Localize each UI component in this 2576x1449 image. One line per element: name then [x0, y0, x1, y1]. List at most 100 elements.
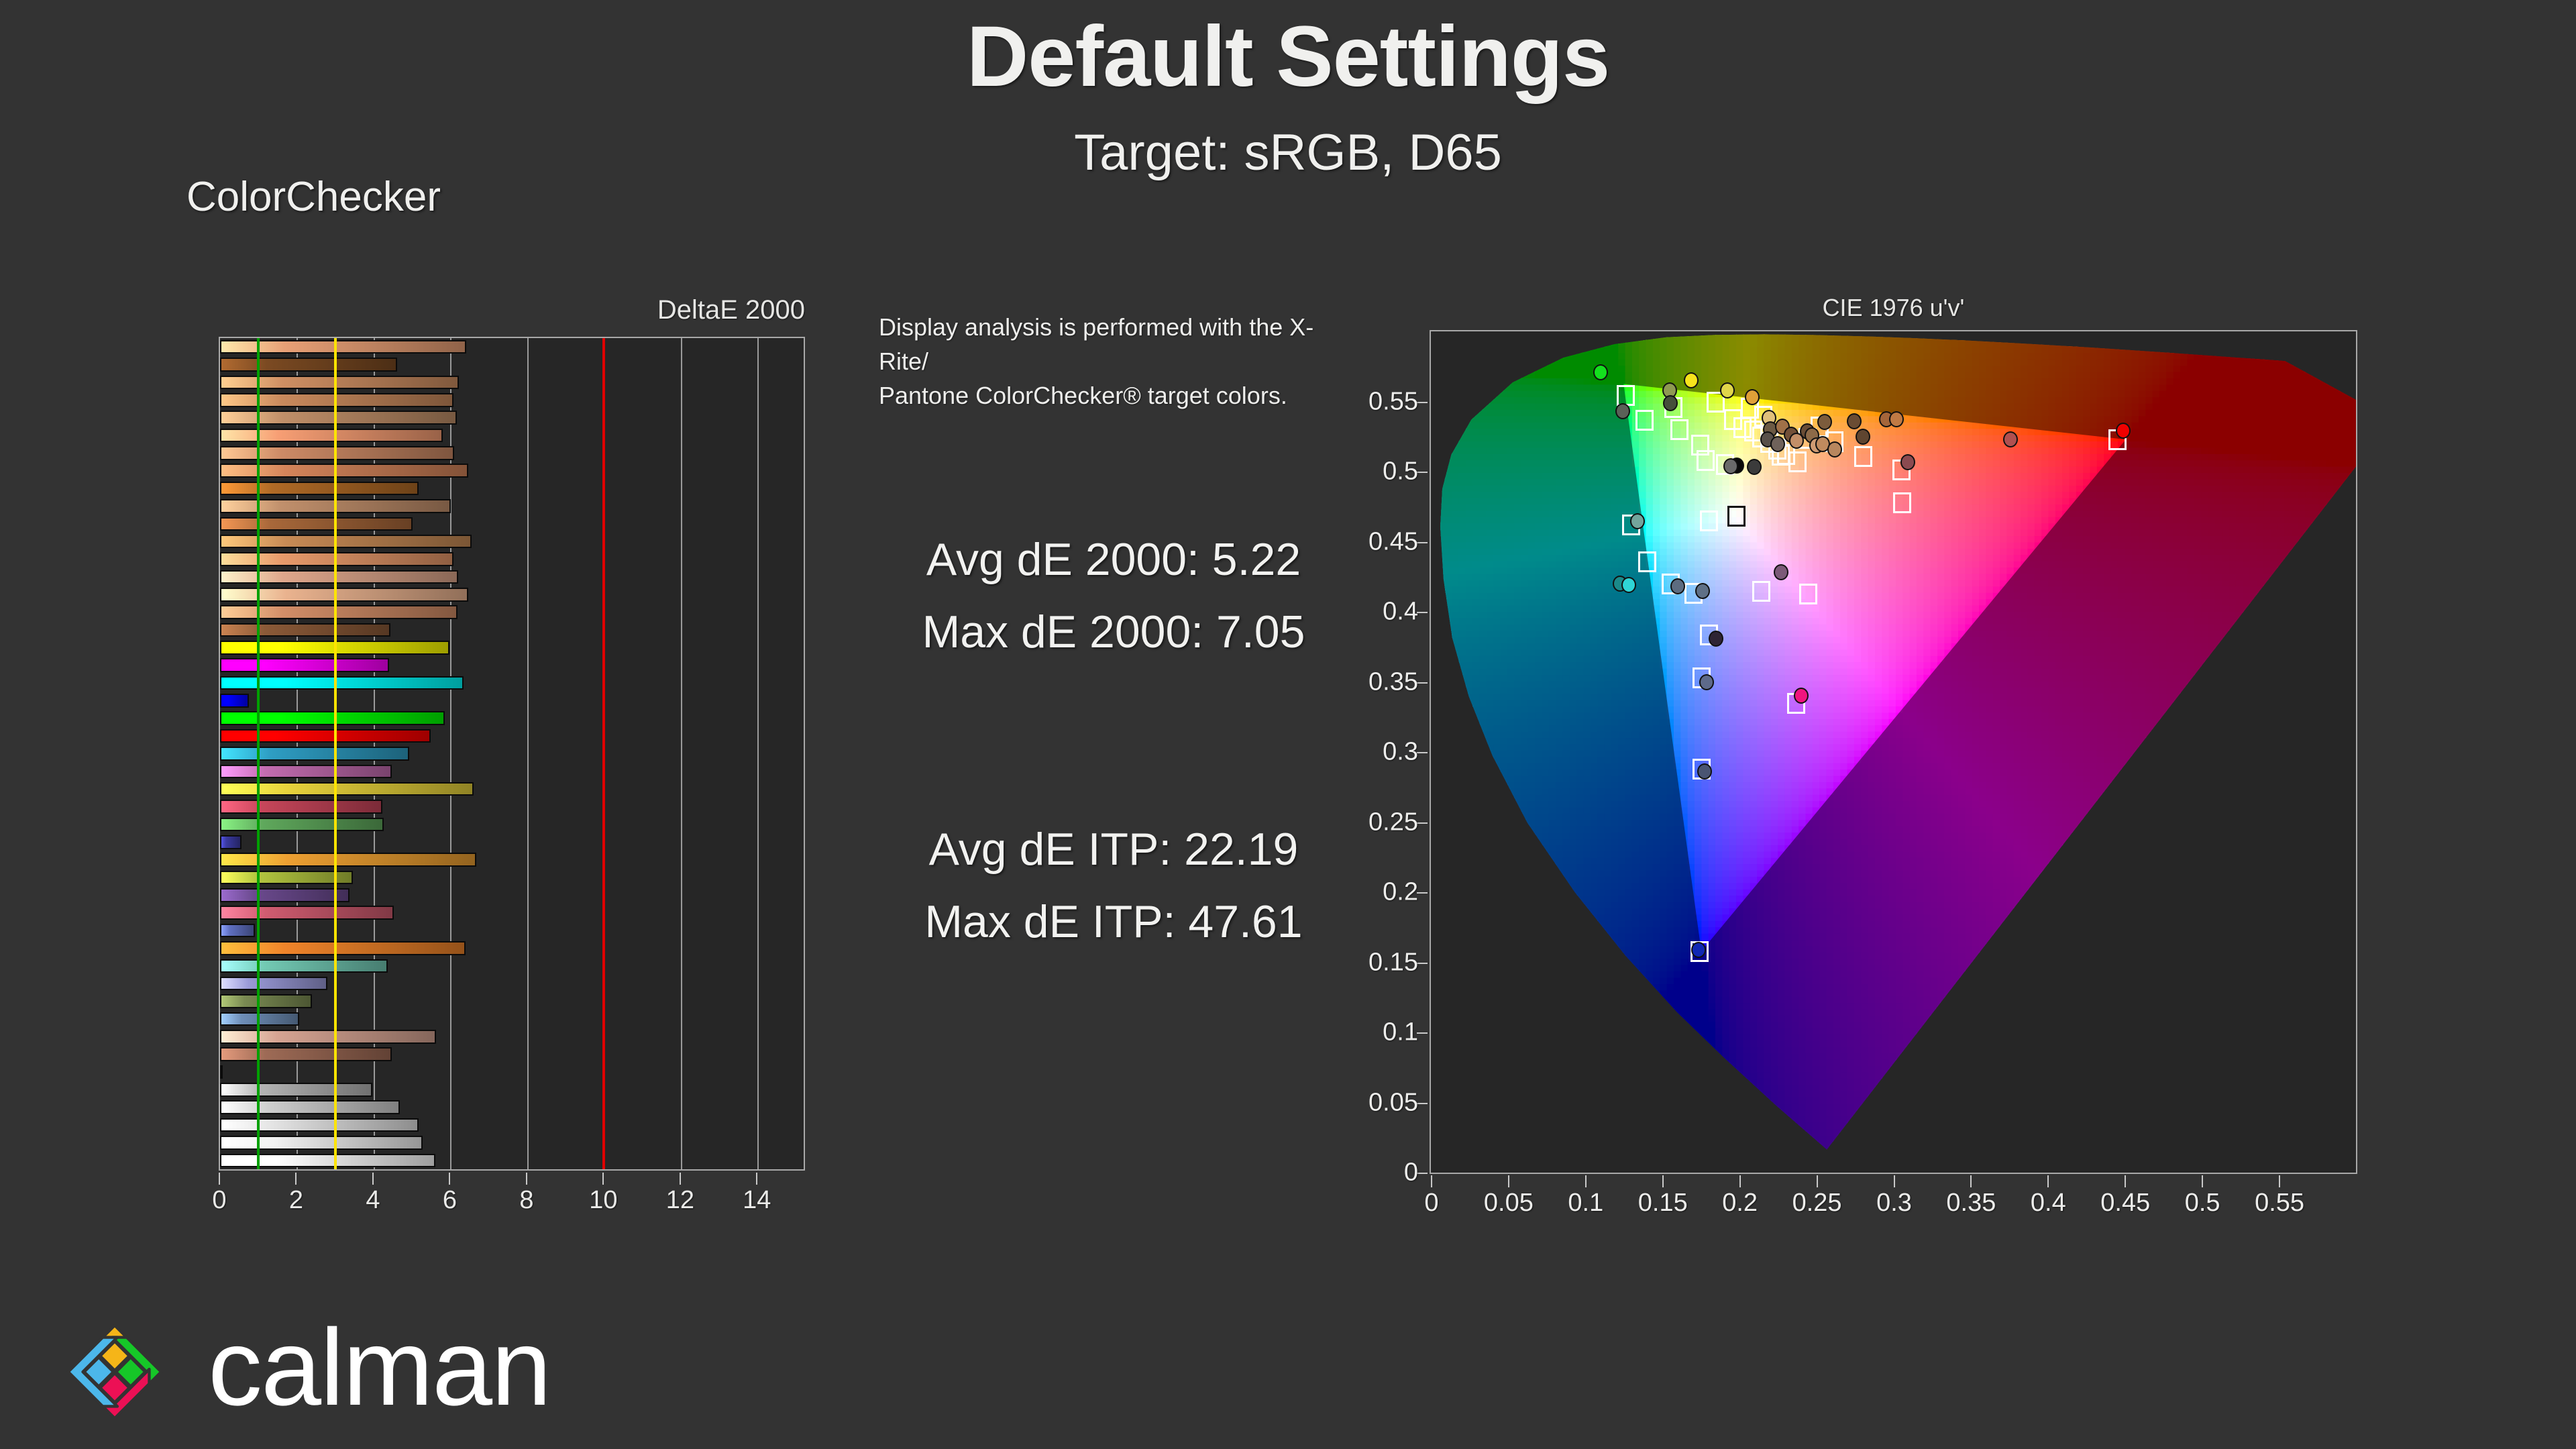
cie-y-tick	[1417, 1173, 1428, 1174]
deltae-x-tick-label: 0	[212, 1186, 227, 1214]
cie-x-tick-label: 0.55	[2255, 1189, 2305, 1217]
deltae-bar	[220, 392, 453, 407]
deltae-x-tick	[295, 1173, 297, 1185]
deltae-bar	[220, 411, 458, 425]
avg-de2000-metric: Avg dE 2000: 5.22	[926, 534, 1301, 585]
deltae-bar-row	[220, 1065, 804, 1079]
cie-measured-marker	[2003, 431, 2019, 447]
deltae-x-tick	[756, 1173, 758, 1185]
deltae-bar	[220, 888, 350, 902]
deltae-bar-row	[220, 676, 804, 690]
cie-x-tick-label: 0.35	[1946, 1189, 1996, 1217]
cie-y-tick	[1417, 541, 1428, 543]
analysis-note-line1: Display analysis is performed with the X…	[879, 313, 1314, 376]
cie-y-tick-label: 0.1	[1383, 1018, 1418, 1046]
cie-y-tick	[1417, 682, 1428, 684]
deltae-bar-row	[220, 358, 804, 372]
threshold-yellow-reference-line	[333, 338, 337, 1169]
cie-target-marker	[1706, 391, 1725, 413]
cie-target-marker	[1691, 435, 1710, 456]
deltae-bar-row	[220, 853, 804, 867]
deltae-bar	[220, 428, 443, 443]
cie-whitepoint-target-marker	[1727, 506, 1746, 527]
deltae-bar	[220, 694, 249, 708]
deltae-bar-row	[220, 623, 804, 637]
cie-x-tick	[2047, 1175, 2049, 1187]
deltae-bar	[220, 870, 354, 885]
cie-measured-marker	[1827, 441, 1843, 458]
cie-measured-marker	[1663, 394, 1678, 411]
cie-x-tick-label: 0	[1424, 1189, 1439, 1217]
cie-target-marker	[1616, 385, 1635, 407]
deltae-bar	[220, 464, 468, 478]
cie-y-tick	[1417, 1032, 1428, 1034]
deltae-bar	[220, 853, 477, 867]
deltae-bar-row	[220, 800, 804, 814]
cie-y-tick-label: 0.25	[1368, 808, 1418, 836]
deltae-bar-row	[220, 375, 804, 390]
deltae-bar-row	[220, 605, 804, 619]
cie-y-tick	[1417, 962, 1428, 964]
deltae-bar-row	[220, 1136, 804, 1150]
cie-measured-marker	[1723, 458, 1739, 474]
cie-y-tick	[1417, 822, 1428, 824]
cie-measured-marker	[1889, 411, 1904, 427]
deltae-bar	[220, 534, 472, 549]
deltae-bar	[220, 747, 409, 761]
deltae-x-axis: 0 2 4 6 8 10 12 14	[212, 1173, 805, 1233]
deltae-bar-row	[220, 411, 804, 425]
cie-target-marker	[1752, 580, 1770, 602]
avg-deitp-metric: Avg dE ITP: 22.19	[928, 824, 1299, 875]
page-subtitle: Target: sRGB, D65	[1074, 124, 1502, 181]
deltae-bar-row	[220, 711, 804, 726]
cie-y-tick-label: 0.4	[1383, 597, 1418, 626]
deltae-bar	[220, 1136, 423, 1150]
deltae-bar-row	[220, 764, 804, 779]
cie-measured-marker	[1788, 433, 1804, 449]
cie-x-tick-label: 0.2	[1722, 1189, 1758, 1217]
cie-measured-marker	[1615, 403, 1631, 420]
cie-measured-marker	[1629, 513, 1645, 530]
deltae-bar-row	[220, 587, 804, 602]
deltae-bar	[220, 517, 413, 531]
deltae-bar	[220, 339, 467, 354]
deltae-gridline	[450, 338, 452, 1169]
deltae-bar-row	[220, 1030, 804, 1044]
deltae-x-tick-label: 14	[743, 1186, 771, 1214]
cie-x-tick	[2279, 1175, 2281, 1187]
deltae-bar-row	[220, 658, 804, 672]
deltae-bar	[220, 1118, 419, 1132]
cie-target-marker	[1854, 446, 1872, 467]
deltae-bar-row	[220, 392, 804, 407]
deltae-bar-row	[220, 835, 804, 849]
cie-x-tick	[1431, 1175, 1432, 1187]
cie-plot-area	[1430, 330, 2357, 1174]
cie-x-tick-label: 0.5	[2184, 1189, 2220, 1217]
deltae-x-tick	[525, 1173, 527, 1185]
cie-1976-chart: CIE 1976 u'v'	[1430, 294, 2357, 1174]
threshold-red-reference-line	[602, 338, 606, 1169]
deltae-bar	[220, 711, 445, 726]
cie-y-tick	[1417, 752, 1428, 753]
deltae-bar	[220, 782, 474, 796]
cie-measured-marker	[1900, 454, 1916, 471]
cie-measured-marker	[1690, 941, 1706, 958]
deltae-chart-title: DeltaE 2000	[657, 295, 805, 325]
deltae-bar-row	[220, 747, 804, 761]
cie-y-tick	[1417, 401, 1428, 403]
deltae-bar-row	[220, 570, 804, 584]
cie-measured-marker	[1697, 763, 1712, 780]
deltae-bar-row	[220, 1047, 804, 1061]
cie-measured-marker	[1773, 564, 1788, 581]
deltae-bar-chart: DeltaE 2000	[219, 295, 805, 1171]
deltae-bar-row	[220, 481, 804, 496]
deltae-bar-row	[220, 817, 804, 832]
cie-measured-marker	[1670, 578, 1685, 595]
deltae-bar-row	[220, 428, 804, 443]
cie-x-tick	[1893, 1175, 1895, 1187]
deltae-bar-row	[220, 941, 804, 955]
deltae-bar	[220, 1047, 392, 1061]
deltae-x-tick-label: 6	[442, 1186, 457, 1214]
deltae-gridline	[757, 338, 759, 1169]
cie-x-tick	[1816, 1175, 1818, 1187]
